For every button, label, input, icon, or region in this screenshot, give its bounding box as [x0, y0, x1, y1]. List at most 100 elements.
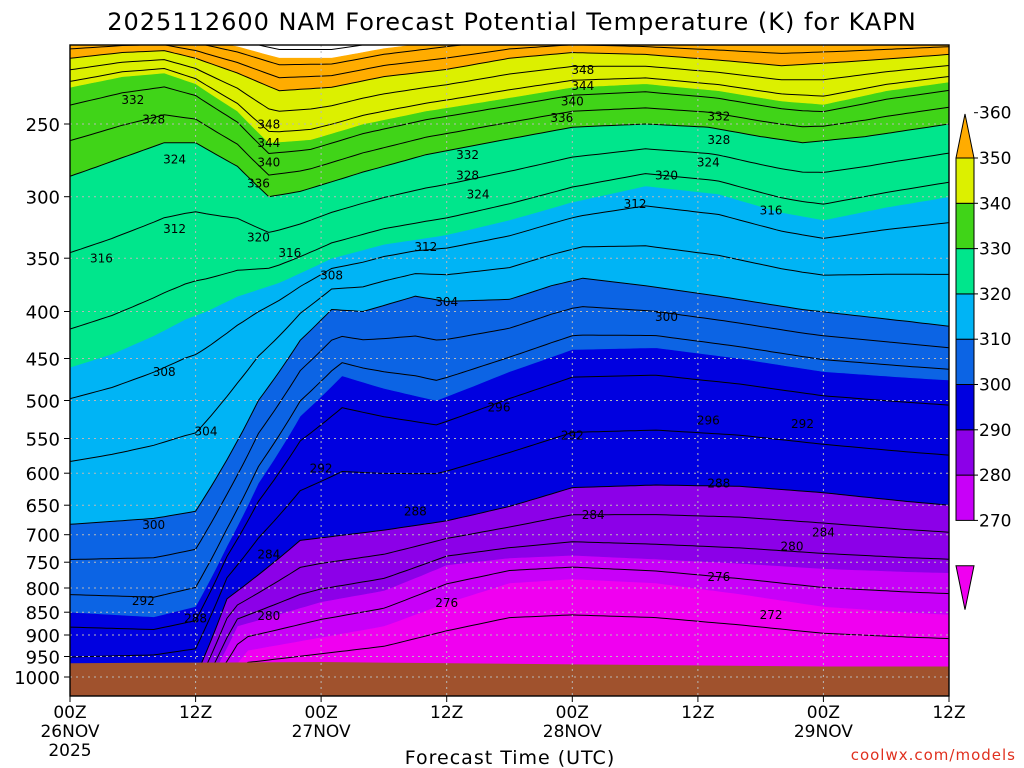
contour-label: 292: [791, 417, 814, 431]
y-tick-label: 800: [26, 579, 60, 600]
contour-label: 276: [435, 596, 458, 610]
contour-label: 340: [561, 95, 584, 109]
contour-line-308: [70, 205, 949, 400]
colorbar-swatch: [955, 293, 975, 340]
colorbar-label: 360: [979, 104, 1011, 124]
contour-label: 324: [163, 153, 186, 167]
contour-label: 348: [257, 118, 280, 132]
contour-line-300: [70, 277, 949, 525]
colorbar-swatch: [955, 202, 975, 250]
credit-text: coolwx.com/models: [851, 746, 1016, 764]
y-tick-label: 400: [26, 303, 60, 324]
contour-line-332: [70, 67, 949, 133]
contour-label: 272: [760, 608, 783, 622]
contour-label: 304: [195, 425, 218, 439]
contour-label: 296: [697, 414, 720, 428]
contour-label: 288: [404, 505, 427, 519]
x-tick-label-hour: 12Z: [179, 703, 212, 723]
contour-label: 344: [257, 136, 280, 150]
y-tick-label: 300: [26, 188, 60, 209]
contour-label: 316: [760, 203, 783, 217]
x-tick-label-hour: 00Z: [556, 703, 589, 723]
contour-line-340: [70, 50, 949, 92]
contour-label: 336: [247, 177, 270, 191]
contour-line-324: [70, 106, 949, 176]
contour-label: 280: [781, 540, 804, 554]
colorbar-label: 310: [979, 330, 1011, 350]
y-tick-label: 550: [26, 430, 60, 451]
x-tick-label-hour: 00Z: [53, 703, 86, 723]
contour-line-296: [70, 306, 949, 560]
contour-label: 340: [257, 156, 280, 170]
x-tick-label-year: 2025: [48, 741, 91, 761]
contour-line-348: [203, 45, 466, 66]
contour-label: 276: [707, 570, 730, 584]
contour-line-292: [70, 334, 949, 598]
contour-lines: [70, 45, 949, 688]
contour-line-336: [70, 59, 949, 112]
colorbar-label: 290: [979, 421, 1011, 441]
plot-frame: [69, 44, 950, 697]
colorbar-swatch: [955, 338, 975, 386]
contour-label: 328: [142, 113, 165, 127]
contour-label: 312: [624, 197, 647, 211]
x-tick-label-hour: 12Z: [681, 703, 714, 723]
contour-label: 336: [550, 111, 573, 125]
x-tick-label-date: 28NOV: [543, 722, 602, 742]
contour-label: 288: [707, 477, 730, 491]
contour-label: 308: [320, 269, 343, 283]
contour-label: 292: [310, 461, 333, 475]
contour-label: 332: [456, 148, 479, 162]
y-tick-label: 750: [26, 553, 60, 574]
contour-line-276: [70, 514, 949, 688]
colorbar-label: 350: [979, 149, 1011, 169]
contour-line-288: [70, 374, 949, 631]
x-tick-label-hour: 00Z: [807, 703, 840, 723]
colorbar-swatch: [955, 474, 975, 521]
contour-label: 332: [707, 109, 730, 123]
y-tick-label: 450: [26, 350, 60, 371]
colorbar-arrow-low: [955, 565, 975, 610]
contour-label: 316: [90, 252, 113, 266]
y-tick-label: 1000: [14, 668, 60, 689]
contour-label: 344: [571, 79, 594, 93]
x-tick-label-date: 26NOV: [40, 722, 99, 742]
contour-label: 300: [142, 518, 165, 532]
y-tick-label: 700: [26, 526, 60, 547]
contour-label: 328: [707, 133, 730, 147]
contour-label: 304: [435, 295, 458, 309]
colorbar-swatch: [955, 429, 975, 476]
plot-area: 348 344 340 336 348 344 340 336 332 328 324 332 328 3…: [64, 44, 950, 702]
contour-label: 332: [121, 93, 144, 107]
y-tick-label: 900: [26, 626, 60, 647]
contour-label: 348: [571, 63, 594, 77]
colorbar-label: 330: [979, 240, 1011, 260]
y-tick-label: 500: [26, 392, 60, 413]
grid-lines: [70, 45, 949, 696]
colorbar-arrow-high: [955, 113, 975, 159]
y-tick-label: 950: [26, 648, 60, 669]
contour-label: 300: [655, 310, 678, 324]
chart-title: 2025112600 NAM Forecast Potential Temper…: [107, 8, 917, 36]
x-tick-label-date: 29NOV: [794, 722, 853, 742]
y-tick-label: 850: [26, 603, 60, 624]
contour-label: 308: [153, 365, 176, 379]
x-tick-label-hour: 00Z: [304, 703, 337, 723]
contour-label: 292: [132, 594, 155, 608]
colorbar-label: 270: [979, 511, 1011, 531]
colorbar: 270 280 290 300 310 320 330 340 350 360: [955, 104, 1011, 610]
colorbar-label: 320: [979, 285, 1011, 305]
contour-label: 296: [488, 400, 511, 414]
y-tick-label: 350: [26, 249, 60, 270]
contour-line-280: [70, 484, 949, 688]
x-tick-label-date: 27NOV: [292, 722, 351, 742]
contour-label: 316: [278, 246, 301, 260]
contour-line-304: [70, 245, 949, 462]
filled-contours: [70, 45, 949, 688]
contour-line-272: [70, 541, 949, 688]
contour-label: 320: [247, 231, 270, 245]
colorbar-swatch: [955, 248, 975, 295]
y-tick-label: 650: [26, 496, 60, 517]
contour-line-320: [70, 123, 949, 198]
contour-label: 284: [257, 548, 280, 562]
